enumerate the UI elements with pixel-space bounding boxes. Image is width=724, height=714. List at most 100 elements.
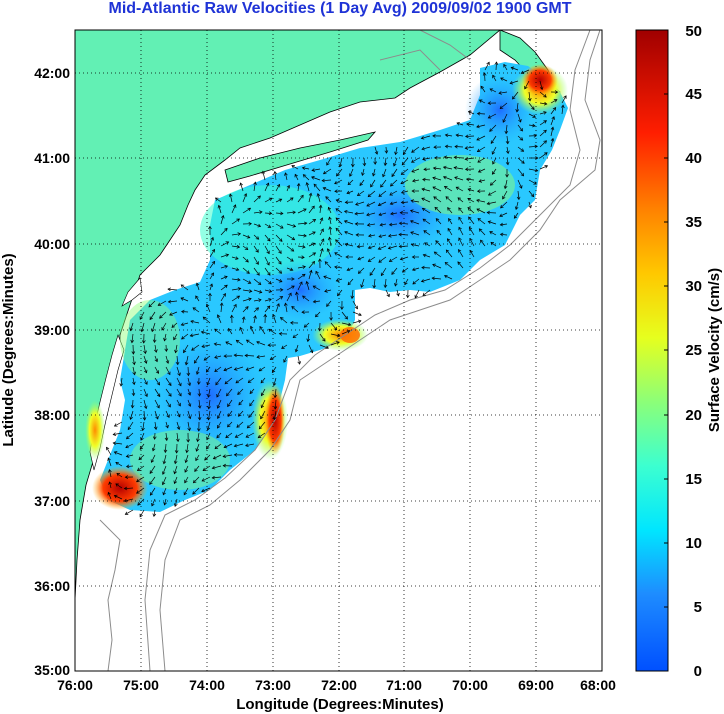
velocity-arrow-head <box>181 309 185 314</box>
velocity-arrow <box>149 476 156 485</box>
velocity-arrow <box>313 183 321 192</box>
velocity-arrow <box>285 172 288 181</box>
velocity-arrow-head <box>500 204 504 209</box>
velocity-arrow-head <box>235 380 240 384</box>
velocity-arrow-head <box>531 106 535 111</box>
velocity-arrow <box>181 311 189 313</box>
velocity-arrow-head <box>187 427 192 432</box>
velocity-arrow-head <box>378 193 382 197</box>
velocity-arrow-head <box>224 380 229 385</box>
velocity-arrow <box>162 465 167 475</box>
velocity-arrow <box>162 476 167 485</box>
velocity-arrow <box>319 238 325 247</box>
velocity-arrow <box>330 322 337 330</box>
velocity-arrow <box>235 432 244 438</box>
velocity-arrow <box>214 343 222 346</box>
velocity-arrow-head <box>184 469 188 473</box>
velocity-arrow-head <box>174 450 179 454</box>
velocity-arrow <box>297 266 306 269</box>
velocity-arrow <box>272 366 277 373</box>
velocity-arrow-head <box>249 325 254 330</box>
velocity-arrow-head <box>167 287 171 292</box>
velocity-arrow-head <box>132 381 136 386</box>
velocity-arrow <box>366 212 376 216</box>
velocity-arrow-head <box>309 269 313 274</box>
velocity-arrow-head <box>400 180 405 185</box>
velocity-arrow <box>512 91 519 100</box>
velocity-arrow-head <box>448 218 452 222</box>
velocity-arrow <box>286 211 296 214</box>
velocity-arrow-head <box>255 261 259 265</box>
velocity-arrow-head <box>195 282 200 287</box>
velocity-arrow <box>524 80 530 90</box>
velocity-arrow <box>151 322 156 332</box>
velocity-arrow <box>324 261 332 269</box>
velocity-arrow <box>264 223 271 228</box>
velocity-arrow <box>256 341 266 346</box>
velocity-arrow <box>477 113 486 115</box>
velocity-arrow <box>297 274 306 280</box>
velocity-arrow-head <box>476 137 480 141</box>
velocity-arrow <box>390 179 398 187</box>
velocity-arrow-head <box>357 270 362 274</box>
cb-tick: 35 <box>685 214 702 231</box>
velocity-arrow <box>336 278 343 282</box>
velocity-arrow <box>153 509 156 517</box>
velocity-arrow-head <box>489 128 493 132</box>
velocity-arrow <box>253 307 259 313</box>
velocity-arrow <box>165 388 172 397</box>
velocity-arrow <box>388 245 398 249</box>
velocity-arrow <box>421 188 431 192</box>
velocity-arrow-head <box>379 222 384 227</box>
velocity-arrow-head <box>228 328 232 332</box>
velocity-arrow <box>539 111 547 115</box>
velocity-arrow-head <box>167 403 171 408</box>
velocity-arrow-head <box>194 468 198 472</box>
velocity-arrow <box>106 447 112 456</box>
velocity-arrow-head <box>206 394 211 398</box>
velocity-arrow <box>398 234 409 236</box>
velocity-arrow-head <box>477 218 482 222</box>
velocity-arrow <box>401 190 409 194</box>
velocity-arrow-head <box>220 214 225 219</box>
velocity-arrow <box>231 295 240 302</box>
velocity-arrow-head <box>257 195 261 199</box>
velocity-arrow-head <box>255 307 259 311</box>
velocity-arrow-head <box>197 416 202 421</box>
velocity-arrow-head <box>245 367 250 371</box>
velocity-arrow <box>113 442 123 445</box>
velocity-arrow <box>242 298 252 302</box>
velocity-arrow <box>539 80 543 90</box>
velocity-arrow-head <box>325 345 330 350</box>
velocity-arrow-head <box>447 207 451 211</box>
velocity-arrow-head <box>467 207 471 211</box>
velocity-arrow-head <box>227 413 231 417</box>
velocity-arrow <box>124 487 134 489</box>
velocity-arrow-head <box>458 249 462 253</box>
x-tick: 72:00 <box>321 677 357 693</box>
velocity-arrow-head <box>394 151 398 156</box>
velocity-arrow-head <box>208 292 212 297</box>
velocity-arrow-head <box>266 305 271 310</box>
velocity-arrow <box>509 80 519 84</box>
velocity-arrow-head <box>464 167 469 172</box>
velocity-arrow <box>422 157 431 160</box>
velocity-arrow-head <box>267 224 272 228</box>
velocity-arrow <box>143 366 147 373</box>
velocity-arrow <box>143 344 146 354</box>
velocity-arrow <box>126 465 134 467</box>
velocity-arrow-head <box>533 181 537 185</box>
velocity-arrow-head <box>155 370 160 374</box>
velocity-arrow <box>187 399 191 407</box>
velocity-arrow-head <box>344 200 349 205</box>
velocity-arrow-head <box>224 265 229 269</box>
velocity-arrow <box>139 509 145 517</box>
cb-tick: 40 <box>685 150 702 167</box>
velocity-arrow-head <box>263 313 268 318</box>
velocity-arrow-head <box>329 317 333 321</box>
velocity-arrow-head <box>291 236 296 241</box>
velocity-arrow-head <box>505 174 509 178</box>
velocity-arrow-head <box>505 140 510 145</box>
velocity-arrow <box>294 174 299 181</box>
velocity-arrow-head <box>235 339 240 344</box>
